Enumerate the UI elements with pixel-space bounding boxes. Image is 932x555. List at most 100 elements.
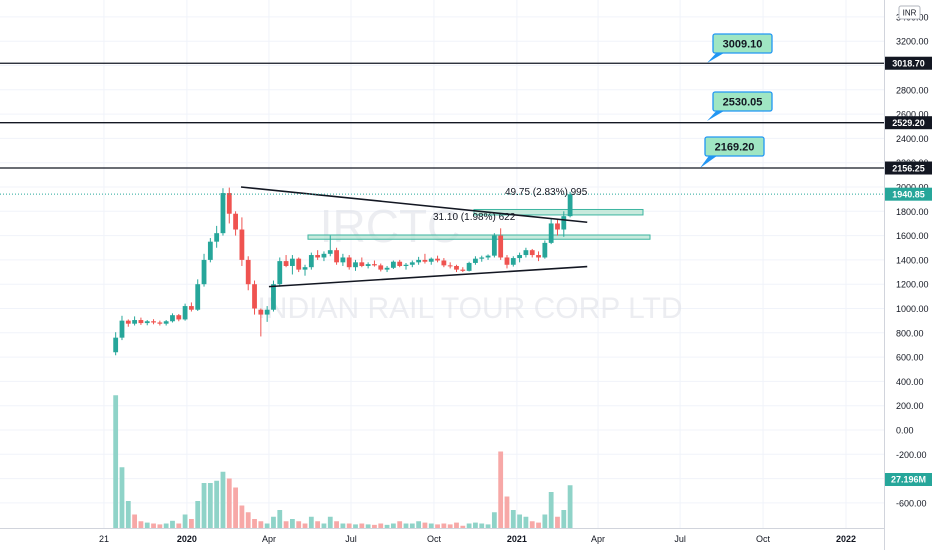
zones	[307, 208, 651, 240]
candle-body	[498, 235, 504, 258]
volume-bar	[384, 524, 390, 528]
candle-body	[170, 315, 175, 322]
y-tick-label: 1200.00	[896, 280, 929, 290]
y-tick-label: 1400.00	[896, 255, 929, 265]
candle-body	[390, 261, 396, 268]
support-resistance-zone	[307, 234, 651, 240]
watermark: IRCTC INDIAN RAIL TOUR CORP LTD	[257, 200, 682, 325]
current-price-label-bg	[885, 187, 932, 201]
candle-body	[416, 259, 422, 263]
candle-body	[517, 255, 523, 259]
candle-body	[555, 223, 560, 230]
y-tick-label: 2600.00	[896, 110, 929, 120]
volume-bar	[447, 524, 453, 528]
candle-body	[428, 258, 434, 262]
candles	[113, 187, 573, 356]
volume-bar	[264, 523, 270, 528]
volume-bar	[416, 521, 422, 528]
volume-bars	[113, 395, 573, 528]
candle-body	[435, 258, 440, 261]
candle-body	[479, 257, 485, 259]
volume-bar	[182, 514, 188, 528]
volume-bar	[473, 522, 478, 528]
candle-body	[403, 264, 409, 266]
volume-bar	[422, 522, 428, 528]
volume-bar	[466, 523, 472, 528]
candle-body	[397, 261, 403, 266]
y-tick-label: -200.00	[896, 450, 927, 460]
candle-body	[321, 253, 327, 258]
candle-body	[561, 216, 567, 230]
callout-box	[704, 136, 765, 157]
callout-box	[712, 91, 773, 112]
x-tick-label: Jul	[345, 534, 357, 544]
volume-label-bg	[885, 473, 932, 486]
x-tick-label: 2021	[507, 534, 527, 544]
candle-body	[163, 321, 169, 324]
volume-bar	[372, 524, 377, 528]
candle-body	[447, 265, 453, 267]
candle-body	[548, 223, 554, 243]
candle-body	[372, 264, 377, 266]
y-tick-label: 800.00	[896, 328, 924, 338]
volume-bar	[296, 521, 302, 528]
candle-body	[214, 233, 220, 242]
candle-body	[182, 306, 188, 320]
currency-label: INR	[903, 9, 917, 18]
volume-bar	[271, 516, 276, 528]
y-tick-label: 200.00	[896, 401, 924, 411]
volume-bar	[214, 480, 220, 528]
volume-bar	[151, 523, 156, 528]
candle-body	[536, 255, 541, 258]
candle-body	[138, 320, 144, 324]
volume-bar	[258, 521, 264, 528]
volume-bar	[359, 523, 365, 528]
candle-body	[176, 315, 182, 320]
volume-bar	[510, 510, 516, 528]
volume-bar	[321, 523, 327, 528]
y-tick-label: -600.00	[896, 498, 927, 508]
x-tick-label: Apr	[591, 534, 605, 544]
candle-body	[157, 322, 163, 324]
x-tick-label: 2020	[177, 534, 197, 544]
currency-badge	[898, 5, 921, 20]
volume-bar	[346, 523, 352, 528]
candle-body	[119, 320, 125, 338]
volume-bar	[245, 512, 251, 528]
support-resistance-zone	[473, 208, 644, 216]
volume-bar	[144, 522, 150, 528]
y-tick-label: 0.00	[896, 426, 914, 436]
callout-box	[712, 33, 773, 54]
callout-label: 2169.20	[715, 142, 755, 154]
price-line-label-bg	[885, 116, 932, 130]
candle-body	[346, 257, 352, 268]
candle-body	[409, 262, 415, 265]
volume-bar	[378, 523, 384, 528]
candle-body	[144, 321, 150, 324]
candle-body	[201, 259, 207, 285]
candle-body	[422, 259, 428, 262]
candle-body	[239, 229, 245, 260]
callout-label: 3009.10	[723, 39, 763, 51]
y-tick-label: 3200.00	[896, 37, 929, 47]
candle-body	[466, 262, 472, 271]
watermark-symbol: IRCTC	[320, 200, 461, 252]
candle-body	[289, 258, 295, 266]
volume-bar	[529, 521, 535, 528]
trendline	[240, 186, 588, 224]
candle-body	[384, 267, 390, 270]
candle-body	[473, 258, 478, 263]
volume-bar	[390, 523, 396, 528]
candle-body	[460, 269, 466, 271]
candle-body	[441, 260, 447, 266]
volume-bar	[302, 523, 308, 528]
volume-bar	[561, 510, 567, 528]
candle-body	[283, 261, 289, 266]
volume-bar	[428, 523, 434, 528]
volume-bar	[536, 522, 541, 528]
volume-bar	[353, 524, 358, 528]
candle-body	[542, 242, 548, 258]
